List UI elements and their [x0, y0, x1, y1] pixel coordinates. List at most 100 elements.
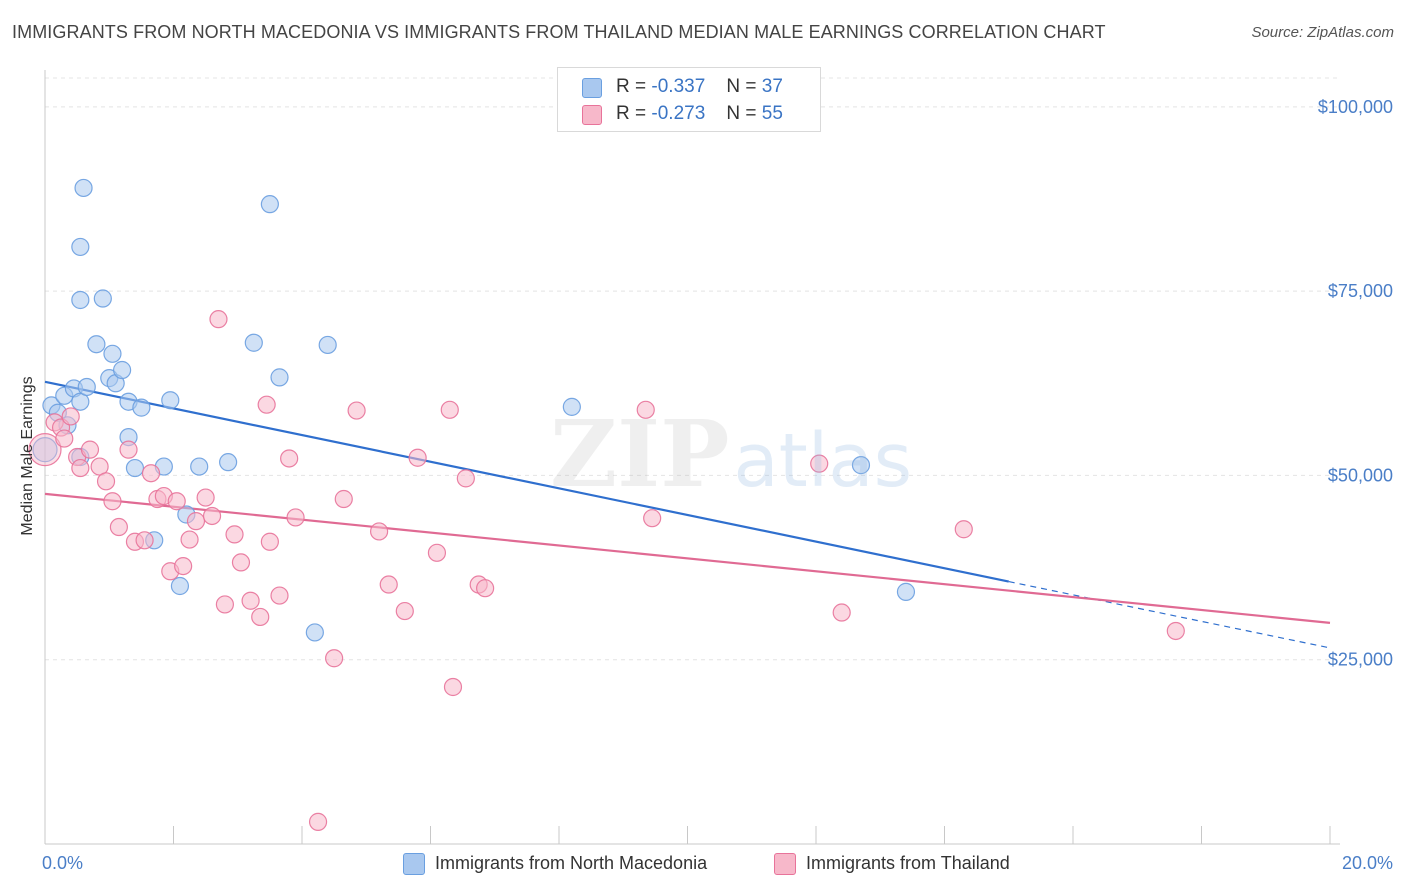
point-north-macedonia [219, 453, 238, 472]
legend-swatch-north-macedonia [582, 78, 602, 98]
point-thailand [810, 454, 829, 473]
point-north-macedonia [562, 397, 581, 416]
point-thailand [456, 469, 475, 488]
point-thailand [55, 429, 74, 448]
point-thailand [308, 812, 328, 831]
correlation-legend: R = -0.337 N = 37 R = -0.273 N = 55 [557, 67, 821, 132]
y-tick-label: $100,000 [1318, 97, 1393, 117]
watermark-zip: ZIP [550, 400, 730, 508]
point-thailand [286, 508, 305, 527]
legend-swatch-thailand [582, 105, 602, 125]
point-north-macedonia [93, 289, 112, 308]
point-thailand [196, 488, 215, 507]
point-thailand [202, 506, 222, 526]
point-north-macedonia [851, 456, 871, 475]
point-north-macedonia [132, 398, 151, 417]
point-thailand [119, 440, 138, 459]
point-thailand [636, 400, 655, 419]
point-thailand [96, 472, 116, 491]
point-north-macedonia [244, 333, 263, 352]
point-north-macedonia [896, 582, 916, 601]
point-thailand [135, 531, 154, 550]
bottom-legend-label: Immigrants from Thailand [806, 853, 1010, 873]
point-thailand [280, 449, 299, 468]
legend-n-label: N = [726, 103, 757, 124]
point-north-macedonia [305, 623, 324, 642]
tick-labels: $25,000 $50,000 $75,000 $100,000 0.0% 20.0% [42, 97, 1393, 873]
x-tick-label: 0.0% [42, 853, 83, 873]
point-thailand [167, 492, 186, 511]
point-north-macedonia [103, 344, 122, 363]
point-thailand [80, 440, 100, 459]
point-thailand [186, 512, 206, 531]
point-thailand [443, 677, 463, 697]
legend-n-value: 55 [761, 103, 783, 124]
y-axis-label: Median Male Earnings [19, 376, 36, 535]
trendlines [44, 380, 1331, 649]
point-north-macedonia [270, 368, 289, 387]
point-north-macedonia [190, 457, 209, 476]
point-thailand [476, 579, 495, 598]
point-north-macedonia [260, 195, 279, 214]
point-thailand [241, 591, 260, 610]
trendline-north-macedonia [44, 380, 1009, 583]
trendline-extension-north-macedonia [1008, 580, 1331, 649]
point-thailand [1166, 621, 1185, 641]
point-north-macedonia [74, 178, 93, 198]
data-points [28, 178, 1185, 831]
gridlines [45, 77, 1340, 661]
point-thailand [347, 401, 366, 420]
point-thailand [954, 520, 973, 539]
point-thailand [427, 543, 447, 562]
point-thailand [270, 586, 289, 605]
point-north-macedonia [170, 576, 190, 596]
point-thailand [370, 522, 389, 541]
bottom-legend-swatch-thailand [774, 853, 796, 875]
point-thailand [395, 601, 414, 621]
point-north-macedonia [71, 237, 90, 257]
legend-r-value: -0.273 [651, 103, 706, 124]
chart-title: IMMIGRANTS FROM NORTH MACEDONIA VS IMMIG… [12, 22, 1106, 42]
legend-n-label: N = [726, 76, 757, 97]
point-thailand [251, 607, 270, 627]
point-thailand [180, 530, 199, 549]
legend-n-value: 37 [761, 76, 783, 97]
point-thailand [260, 532, 279, 551]
bottom-legend-swatch-north-macedonia [403, 853, 425, 875]
legend-r-label: R = [616, 103, 647, 124]
point-thailand [231, 553, 251, 572]
watermark: ZIPatlas [550, 400, 912, 508]
point-north-macedonia [77, 377, 96, 397]
point-thailand [643, 509, 662, 528]
point-thailand [109, 517, 128, 537]
point-north-macedonia [125, 458, 145, 478]
point-north-macedonia [161, 391, 180, 410]
point-thailand [215, 595, 234, 614]
point-thailand [61, 407, 80, 426]
point-thailand [174, 556, 193, 576]
source-credit: Source: ZipAtlas.com [1251, 24, 1394, 41]
point-thailand [28, 433, 62, 467]
point-north-macedonia [32, 437, 58, 463]
legend-r-value: -0.337 [651, 76, 706, 97]
point-thailand [334, 489, 353, 509]
point-thailand [325, 649, 344, 668]
point-thailand [225, 525, 244, 544]
point-thailand [209, 310, 228, 329]
axes [44, 70, 1340, 845]
point-thailand [257, 395, 276, 414]
point-thailand [379, 575, 398, 594]
point-north-macedonia [71, 290, 90, 310]
y-tick-label: $50,000 [1328, 465, 1393, 485]
point-thailand [832, 603, 851, 622]
point-thailand [103, 492, 122, 511]
point-thailand [141, 464, 161, 483]
point-thailand [71, 458, 90, 478]
point-thailand [408, 448, 427, 467]
point-north-macedonia [112, 360, 132, 380]
point-thailand [440, 400, 459, 419]
legend-r-label: R = [616, 76, 647, 97]
x-tick-label: 20.0% [1342, 853, 1393, 873]
watermark-atlas: atlas [733, 418, 913, 504]
